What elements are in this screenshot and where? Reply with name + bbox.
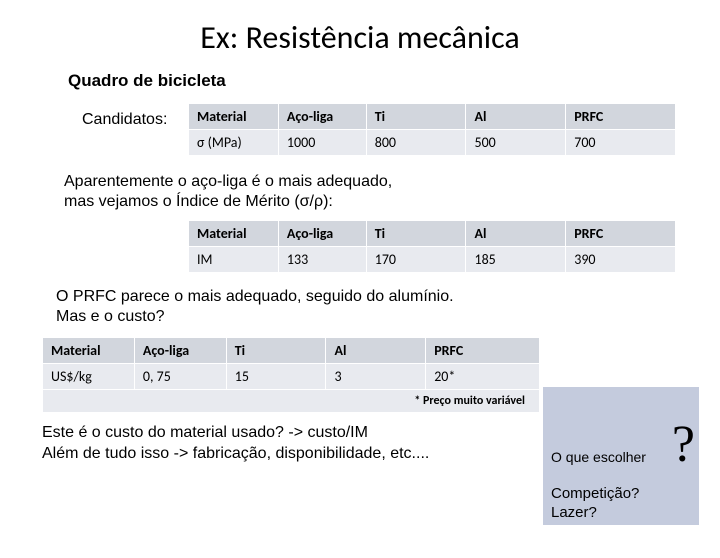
table-header: Material	[189, 221, 279, 247]
table3-container: Material Aço-liga Ti Al PRFC US$/kg 0, 7…	[42, 337, 540, 413]
table-im: Material Aço-liga Ti Al PRFC IM 133 170 …	[188, 220, 676, 273]
table-header: Al	[466, 104, 566, 130]
table-header: PRFC	[426, 338, 540, 364]
table-header: Ti	[226, 338, 326, 364]
text-line: Lazer?	[551, 504, 597, 521]
table1-container: Material Aço-liga Ti Al PRFC σ (MPa) 100…	[188, 103, 720, 156]
table-cell: 133	[278, 247, 366, 273]
table-cell: 20*	[426, 364, 540, 390]
callout-text-2: Competição? Lazer?	[551, 485, 639, 523]
table-cell: IM	[189, 247, 279, 273]
table-cell: 500	[466, 130, 566, 156]
table-header: Al	[466, 221, 566, 247]
table-cell: 185	[466, 247, 566, 273]
subtitle: Quadro de bicicleta	[68, 71, 720, 91]
table-row: Material Aço-liga Ti Al PRFC	[189, 221, 676, 247]
table-header: Al	[326, 338, 426, 364]
text-line: O PRFC parece o mais adequado, seguido d…	[56, 288, 454, 305]
text-line: mas vejamos o Índice de Mérito (σ/ρ):	[64, 193, 333, 210]
table-cell: 700	[566, 130, 676, 156]
table-header: Ti	[366, 221, 466, 247]
question-mark-icon: ?	[672, 415, 695, 474]
table-row: Material Aço-liga Ti Al PRFC	[189, 104, 676, 130]
table-header: Aço-liga	[278, 221, 366, 247]
table-cell: US$/kg	[43, 364, 135, 390]
table-header: Aço-liga	[278, 104, 366, 130]
table-cell: 3	[326, 364, 426, 390]
text-line: Aparentemente o aço-liga é o mais adequa…	[64, 173, 392, 190]
table-cell: 170	[366, 247, 466, 273]
table-header: Material	[43, 338, 135, 364]
table-footnote-row: * Preço muito variável	[43, 390, 540, 413]
table-header: Material	[189, 104, 279, 130]
text-line: Competição?	[551, 485, 639, 502]
table-row: Material Aço-liga Ti Al PRFC	[43, 338, 540, 364]
table-cell: σ (MPa)	[189, 130, 279, 156]
table-row: US$/kg 0, 75 15 3 20*	[43, 364, 540, 390]
paragraph-2: O PRFC parece o mais adequado, seguido d…	[56, 287, 720, 327]
table-row: IM 133 170 185 390	[189, 247, 676, 273]
callout-box: ? O que escolher Competição? Lazer?	[542, 386, 700, 526]
table-cell: 800	[366, 130, 466, 156]
slide-title: Ex: Resistência mecânica	[0, 18, 720, 57]
table-cell: 390	[566, 247, 676, 273]
table-cost: Material Aço-liga Ti Al PRFC US$/kg 0, 7…	[42, 337, 540, 413]
text-line: Mas e o custo?	[56, 308, 165, 325]
table-cell: 15	[226, 364, 326, 390]
table2-container: Material Aço-liga Ti Al PRFC IM 133 170 …	[188, 220, 720, 273]
table-cell: 1000	[278, 130, 366, 156]
text-line: Este é o custo do material usado? -> cus…	[42, 424, 368, 441]
table-cell: 0, 75	[134, 364, 226, 390]
table-header: Aço-liga	[134, 338, 226, 364]
candidatos-label: Candidatos:	[82, 111, 167, 129]
table-footnote: * Preço muito variável	[43, 390, 540, 413]
table-header: Ti	[366, 104, 466, 130]
table-sigma: Material Aço-liga Ti Al PRFC σ (MPa) 100…	[188, 103, 676, 156]
text-line: Além de tudo isso -> fabricação, disponi…	[42, 445, 429, 462]
table-header: PRFC	[566, 221, 676, 247]
table-row: σ (MPa) 1000 800 500 700	[189, 130, 676, 156]
table-header: PRFC	[566, 104, 676, 130]
callout-text-1: O que escolher	[551, 449, 646, 465]
paragraph-1: Aparentemente o aço-liga é o mais adequa…	[64, 172, 720, 212]
